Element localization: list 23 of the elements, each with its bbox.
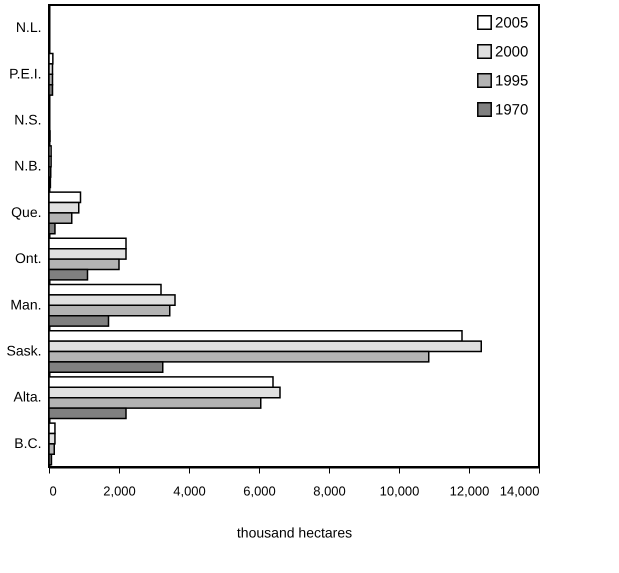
y-tick-label: Sask. [6, 342, 42, 358]
legend-label: 1995 [495, 72, 528, 90]
x-tick-label: 10,000 [380, 484, 420, 498]
x-axis-title: thousand hectares [236, 524, 352, 540]
x-tick-label: 8,000 [313, 484, 346, 498]
y-tick-label: Man. [10, 296, 42, 312]
y-tick-label: N.S. [14, 112, 42, 128]
x-tick-label: 12,000 [450, 484, 490, 498]
x-tick-label: 14,000 [500, 484, 540, 498]
y-tick-label: P.E.I. [9, 65, 42, 82]
legend-label: 1970 [495, 102, 528, 118]
x-tick-label: 4,000 [173, 484, 206, 498]
x-tick-label: 6,000 [243, 484, 276, 498]
y-tick-label: Alta. [13, 388, 42, 405]
legend-label: 2000 [495, 44, 528, 60]
legend-label: 2005 [495, 14, 528, 32]
y-tick-label: B.C. [14, 434, 42, 451]
x-tick-label: 2,000 [103, 484, 136, 498]
y-tick-label: Que. [11, 204, 42, 220]
y-tick-label: N.L. [16, 19, 42, 36]
x-tick-label: 0 [50, 484, 57, 498]
y-tick-label: N.B. [14, 158, 42, 174]
y-tick-label: Ont. [15, 250, 42, 266]
